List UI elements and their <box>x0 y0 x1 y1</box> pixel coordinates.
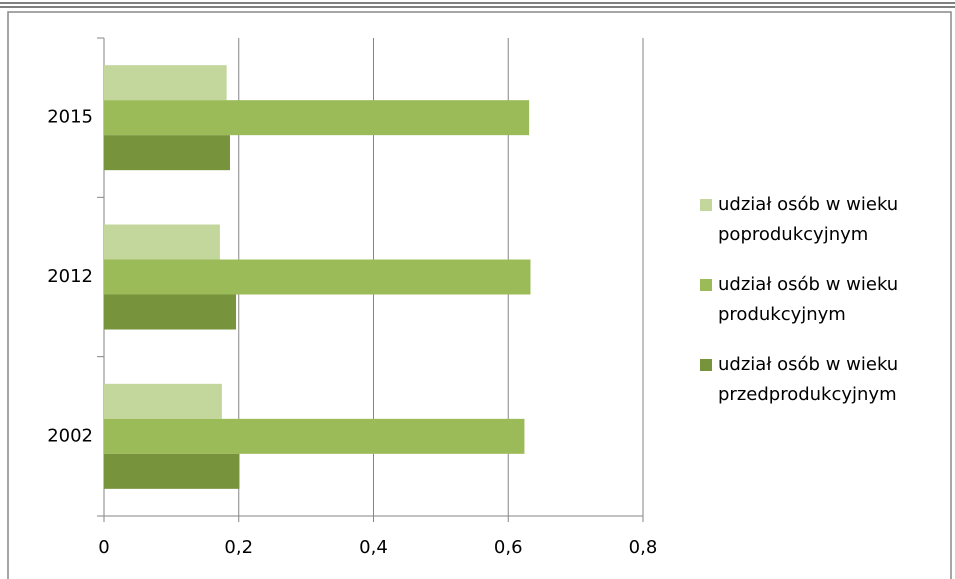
x-tick-label: 0,8 <box>629 537 658 558</box>
bar <box>104 65 227 101</box>
x-tick-label: 0 <box>98 537 109 558</box>
legend: udział osób w wieku poprodukcyjnym udział… <box>700 190 950 430</box>
y-tick-label: 2012 <box>47 266 93 287</box>
legend-swatch <box>700 279 712 291</box>
y-tick-label: 2015 <box>47 107 93 128</box>
bar <box>104 383 222 419</box>
legend-label: udział osób w wieku produkcyjnym <box>718 274 899 325</box>
legend-label: udział osób w wieku przedprodukcyjnym <box>718 354 899 405</box>
legend-item: udział osób w wieku poprodukcyjnym <box>700 190 950 250</box>
legend-swatch <box>700 199 712 211</box>
bar <box>104 224 220 260</box>
chart-border <box>7 11 952 579</box>
legend-item: udział osób w wieku produkcyjnym <box>700 270 950 330</box>
bar <box>104 294 237 330</box>
x-tick-label: 0,4 <box>359 537 388 558</box>
bar <box>104 100 530 136</box>
legend-item: udział osób w wieku przedprodukcyjnym <box>700 350 950 410</box>
bar <box>104 259 531 295</box>
bar <box>104 418 525 454</box>
x-tick-label: 0,2 <box>224 537 253 558</box>
bar <box>104 453 240 489</box>
bar <box>104 135 230 171</box>
y-tick-label: 2002 <box>47 425 93 446</box>
legend-swatch <box>700 359 712 371</box>
x-tick-label: 0,6 <box>494 537 523 558</box>
legend-label: udział osób w wieku poprodukcyjnym <box>718 194 899 245</box>
